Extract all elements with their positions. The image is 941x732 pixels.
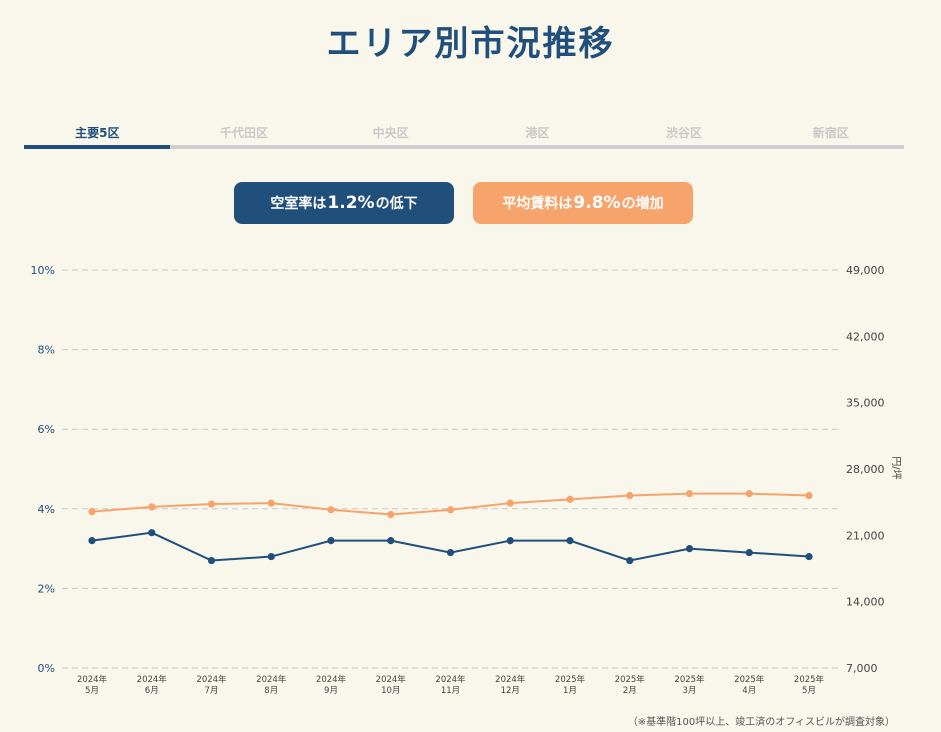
x-tick-label-year: 2024年 [256,674,287,685]
vacancy-rate-point [805,552,813,561]
rent-badge-prefix: 平均賃料は [502,196,573,212]
average-rent-point [148,503,156,511]
average-rent-point [626,491,634,500]
rent-badge: 平均賃料は 9.8% の増加 [473,182,693,224]
x-tick-label-year: 2025年 [794,674,825,685]
market-trend-chart: 0% 2% 4% 6% 8% 10% 7,000 14,000 21,000 28,000 35,0… [31,264,903,696]
vacancy-rate-point [387,537,395,545]
x-tick-label-month: 10月 [381,686,400,696]
x-tick-label-year: 2025年 [615,674,646,685]
vacancy-rate-point [506,537,514,545]
left-axis-tick-label: 10% [31,264,55,277]
left-axis-tick-label: 6% [38,423,55,436]
vacancy-rate-point [566,537,574,545]
x-tick-label-month: 7月 [205,686,219,696]
right-axis-tick-label: 28,000 [846,463,885,476]
vacancy-rate-point [745,548,753,557]
vacancy-rate-point [267,552,275,561]
left-axis-tick-label: 8% [38,344,55,357]
average-rent-point [566,495,574,503]
vacancy-badge-value: 1.2% [327,193,375,213]
survey-footnote: （※基準階100坪以上、竣工済のオフィスビルが調査対象） [627,717,895,728]
vacancy-badge-prefix: 空室率は [270,196,327,212]
x-tick-label-year: 2024年 [316,674,347,685]
average-rent-point [88,508,96,516]
rent-badge-value: 9.8% [573,193,621,213]
vacancy-rate-line [91,531,810,562]
vacancy-rate-point [626,556,634,565]
x-tick-label-year: 2025年 [555,674,586,685]
x-tick-label-year: 2025年 [734,674,765,685]
right-axis-tick-label: 35,000 [846,397,885,410]
vacancy-rate-point [88,537,96,545]
vacancy-rate-point [446,548,455,557]
x-tick-label-year: 2024年 [376,674,407,685]
x-tick-label-month: 5月 [802,686,816,696]
x-tick-label-year: 2024年 [196,674,227,685]
vacancy-rate-point [685,545,694,553]
average-rent-point [805,491,813,500]
average-rent-point [267,499,275,507]
average-rent-point [506,499,514,507]
vacancy-rate-point [327,537,335,545]
x-tick-label-year: 2025年 [674,674,705,685]
x-tick-label-month: 1月 [563,686,577,696]
active-tab-indicator [24,145,170,149]
x-tick-label-year: 2024年 [435,674,466,685]
x-tick-label-month: 11月 [441,686,460,696]
area-tabs: 主要5区 千代田区 中央区 港区 渋谷区 新宿区 [24,120,904,150]
vacancy-rate-point [148,529,156,537]
right-axis-tick-label: 42,000 [846,330,885,343]
vacancy-rate-point [207,556,216,565]
x-tick-label-year: 2024年 [77,674,108,685]
x-tick-label-month: 2月 [623,686,637,696]
right-axis-tick-label: 7,000 [846,662,878,675]
x-tick-label-month: 3月 [683,686,697,696]
average-rent-point [446,506,455,514]
x-tick-label-month: 4月 [742,686,756,696]
rent-badge-suffix: の増加 [621,196,664,212]
average-rent-point [387,510,395,519]
x-tick-label-month: 8月 [264,686,278,696]
tab-minato[interactable]: 港区 [525,126,550,140]
average-rent-point [685,490,694,498]
average-rent-point [745,490,753,498]
left-axis-tick-label: 0% [38,662,55,675]
tab-shibuya[interactable]: 渋谷区 [666,126,703,140]
x-tick-label-month: 9月 [324,686,338,696]
x-tick-label-month: 12月 [501,686,520,696]
tab-main-5-wards[interactable]: 主要5区 [75,126,120,140]
tab-chiyoda[interactable]: 千代田区 [220,126,269,140]
x-tick-label-month: 6月 [145,686,159,696]
right-axis-label: 円/坪 [890,456,903,479]
vacancy-badge: 空室率は 1.2% の低下 [234,182,454,224]
tab-shinjuku[interactable]: 新宿区 [812,126,849,140]
tab-track [24,145,904,149]
right-axis-tick-label: 14,000 [846,596,885,609]
vacancy-badge-suffix: の低下 [375,196,418,212]
left-axis-tick-label: 4% [38,503,55,516]
average-rent-point [207,500,216,508]
tab-chuo[interactable]: 中央区 [372,126,409,140]
x-tick-label-month: 5月 [85,686,99,696]
right-axis-tick-label: 21,000 [846,529,885,542]
x-tick-label-year: 2024年 [137,674,168,685]
left-axis-tick-label: 2% [38,582,55,595]
page-title: エリア別市況推移 [326,24,615,64]
average-rent-point [327,506,335,514]
right-axis-tick-label: 49,000 [846,264,885,277]
x-tick-label-year: 2024年 [495,674,526,685]
